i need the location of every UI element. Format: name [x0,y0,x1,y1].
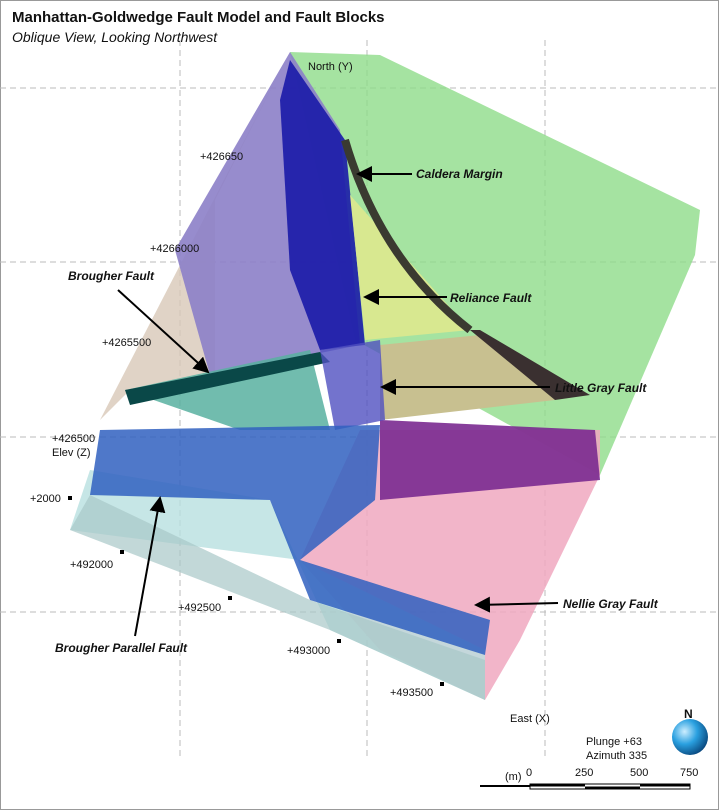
scale-unit: (m) [505,771,522,783]
tick-label: +4266000 [150,243,199,255]
tick-label: +4265500 [102,337,151,349]
fault-label: Reliance Fault [450,291,532,305]
subtitle: Oblique View, Looking Northwest [12,29,218,45]
fault-label: Nellie Gray Fault [563,597,659,611]
scale-bar [480,783,691,790]
tick-label: +493500 [390,687,433,699]
scale-tick: 0 [526,767,532,779]
arrows [117,166,559,637]
axis-label: North (Y) [308,61,353,73]
axis-ticks [68,496,444,686]
title: Manhattan-Goldwedge Fault Model and Faul… [12,9,385,26]
compass-globe [672,719,708,755]
fault-label: Brougher Fault [68,269,155,283]
scale-tick: 750 [680,767,698,779]
tick-label: +492000 [70,559,113,571]
fault-label: Brougher Parallel Fault [55,641,188,655]
plunge: Plunge +63 [586,736,642,748]
tick-label: +426650 [200,151,243,163]
model [70,52,700,700]
scale-tick: 500 [630,767,648,779]
axis-label: Elev (Z) [52,447,91,459]
scale-tick: 250 [575,767,593,779]
axis-label: East (X) [510,713,550,725]
tick-label: +492500 [178,602,221,614]
tick-label: +2000 [30,493,61,505]
compass: N [684,707,693,721]
tick-label: +493000 [287,645,330,657]
fault-label: Little Gray Fault [555,381,647,395]
fault-label: Caldera Margin [416,167,503,181]
tick-label: +426500 [52,433,95,445]
azimuth: Azimuth 335 [586,750,647,762]
